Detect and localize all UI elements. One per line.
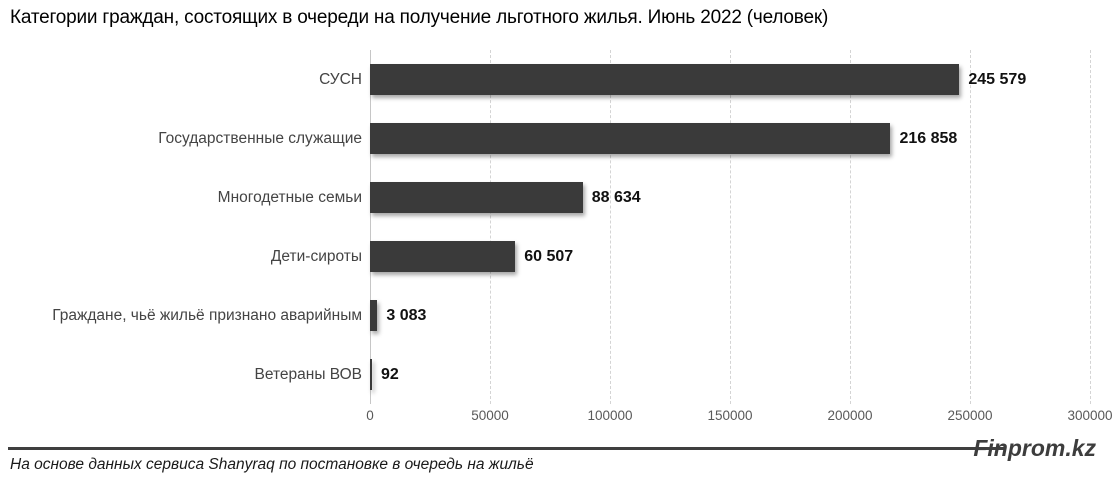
gridline-200000 xyxy=(850,50,851,404)
bar-row: СУСН 245 579 xyxy=(0,50,1112,109)
value-label: 92 xyxy=(381,365,399,383)
value-label: 216 858 xyxy=(899,129,958,147)
chart-title-units: (человек) xyxy=(741,7,829,28)
category-label: Дети-сироты xyxy=(270,247,362,265)
value-label: 60 507 xyxy=(524,247,574,265)
y-axis-line xyxy=(370,50,371,404)
category-label: СУСН xyxy=(319,70,362,88)
source-note: На основе данных сервиса Shanyraq по пос… xyxy=(10,456,534,473)
gridline-50000 xyxy=(490,50,491,404)
x-tick-200000: 200000 xyxy=(827,408,873,423)
finprom-logo: Finprom.kz xyxy=(973,435,1096,461)
value-label: 245 579 xyxy=(968,70,1027,88)
gridline-150000 xyxy=(730,50,731,404)
bar-orphans xyxy=(370,241,516,272)
category-label: Граждане, чьё жильё признано аварийным xyxy=(52,306,362,324)
value-label: 88 634 xyxy=(591,188,641,206)
footer-divider-line xyxy=(8,447,1006,450)
chart-title: Категории граждан, состоящих в очереди н… xyxy=(10,7,828,29)
x-tick-300000: 300000 xyxy=(1067,408,1113,423)
category-label: Государственные служащие xyxy=(158,129,362,147)
value-label: 3 083 xyxy=(386,306,427,324)
gridline-100000 xyxy=(610,50,611,404)
bar-susn xyxy=(370,64,960,95)
gridline-250000 xyxy=(970,50,971,404)
bar-row: Многодетные семьи 88 634 xyxy=(0,168,1112,227)
bar-wwii-veterans xyxy=(370,359,372,390)
bar-large-families xyxy=(370,182,583,213)
gridline-300000 xyxy=(1090,50,1091,404)
bar-emergency-housing xyxy=(370,300,378,331)
x-tick-250000: 250000 xyxy=(947,408,993,423)
category-label: Ветераны ВОВ xyxy=(254,365,362,383)
bar-row: Дети-сироты 60 507 xyxy=(0,227,1112,286)
bar-row: Государственные служащие 216 858 xyxy=(0,109,1112,168)
x-tick-50000: 50000 xyxy=(471,408,509,423)
bar-row: Граждане, чьё жильё признано аварийным 3… xyxy=(0,286,1112,345)
category-label: Многодетные семьи xyxy=(217,188,362,206)
chart-title-main: Категории граждан, состоящих в очереди н… xyxy=(10,7,742,28)
x-tick-0: 0 xyxy=(366,408,374,423)
bar-state-employees xyxy=(370,123,891,154)
x-tick-100000: 100000 xyxy=(587,408,633,423)
x-tick-150000: 150000 xyxy=(707,408,753,423)
bar-row: Ветераны ВОВ 92 xyxy=(0,345,1112,404)
